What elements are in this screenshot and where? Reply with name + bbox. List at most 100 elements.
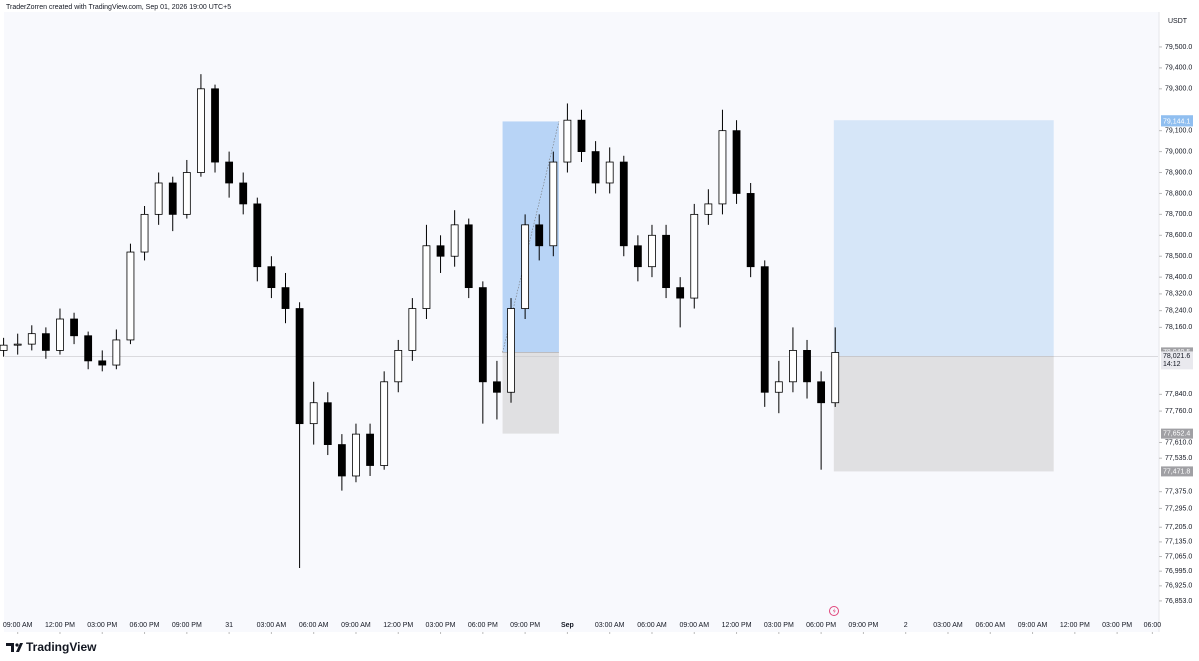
candle-body — [718, 130, 727, 205]
header: TraderZorren created with TradingView.co… — [6, 4, 231, 11]
candle-body — [478, 287, 487, 383]
candle-body — [831, 352, 840, 404]
candle-body — [676, 287, 685, 299]
candle-body — [746, 193, 755, 268]
y-tick-label: 76,853.0 — [1165, 598, 1192, 605]
x-tick-label: 2 — [904, 622, 908, 629]
target-zone — [833, 120, 1054, 357]
x-tick-label: 06:00 PM — [806, 622, 836, 629]
candle-body — [563, 119, 572, 163]
candle-body — [789, 350, 797, 383]
candle-body — [98, 360, 107, 366]
y-tick-label: 78,240.0 — [1165, 307, 1192, 314]
x-tick-label: 09:00 AM — [679, 622, 709, 629]
candle-body — [27, 333, 36, 345]
candle-body — [507, 308, 515, 393]
y-tick-label: 78,160.0 — [1165, 324, 1192, 331]
candle-body — [70, 318, 78, 337]
candle-body — [182, 172, 191, 215]
candle-body — [577, 119, 586, 152]
x-tick-label: 03:00 PM — [1102, 622, 1132, 629]
y-tick-label: 78,500.0 — [1165, 253, 1192, 260]
candle-body — [436, 245, 445, 257]
plot — [0, 74, 1158, 569]
y-tick-label: 77,535.0 — [1165, 455, 1192, 462]
lightning-icon — [829, 606, 839, 616]
candle-body — [521, 224, 530, 309]
x-tick-label: 09:00 PM — [510, 622, 540, 629]
x-tick-label: 03:00 AM — [257, 622, 287, 629]
y-tick-label: 78,320.0 — [1165, 291, 1192, 298]
price-label-box — [1161, 466, 1193, 477]
y-tick-label: 77,205.0 — [1165, 524, 1192, 531]
y-tick-label: 79,300.0 — [1165, 86, 1192, 93]
y-tick-label: 77,610.0 — [1165, 439, 1192, 446]
candle-body — [253, 203, 262, 268]
price-label: 77,652.4 — [1163, 430, 1190, 437]
candle-body — [690, 213, 699, 299]
candle-body — [394, 350, 403, 383]
candle-body — [309, 402, 318, 425]
y-tick-label: 79,100.0 — [1165, 128, 1192, 135]
candle-body — [140, 213, 149, 253]
candle-body — [450, 224, 459, 257]
y-tick-label: 78,900.0 — [1165, 169, 1192, 176]
candle-body — [281, 287, 290, 309]
x-tick-label: 12:00 PM — [722, 622, 752, 629]
y-tick-label: 78,700.0 — [1165, 211, 1192, 218]
brand: TradingView — [26, 640, 97, 654]
y-tick-label: 78,800.0 — [1165, 190, 1192, 197]
candle-body — [197, 88, 205, 173]
candle-body — [84, 335, 93, 362]
candle-body — [619, 161, 628, 247]
candle-body — [267, 266, 276, 289]
x-tick-label: 03:00 AM — [595, 622, 625, 629]
candle-body — [295, 308, 304, 425]
x-tick-label: 09:00 PM — [848, 622, 878, 629]
price-label: 79,144.1 — [1163, 118, 1190, 125]
candle-body — [464, 224, 473, 289]
x-tick-label: 06:00 AM — [637, 622, 667, 629]
y-tick-label: 77,760.0 — [1165, 408, 1192, 415]
x-tick-label: 03:00 PM — [87, 622, 117, 629]
candle-body — [803, 350, 811, 383]
candle-body — [662, 234, 670, 289]
x-tick-label: 12:00 PM — [45, 622, 75, 629]
x-tick-label: 06:00 AM — [299, 622, 329, 629]
y-tick-label: 79,500.0 — [1165, 44, 1192, 51]
candle-body — [168, 182, 177, 215]
candle-body — [605, 161, 614, 184]
price-label: 77,471.8 — [1163, 468, 1190, 475]
candle-body — [774, 381, 783, 393]
x-tick-label: 03:00 PM — [426, 622, 456, 629]
candle-body — [535, 224, 544, 247]
candle-body — [422, 245, 431, 309]
candle-body — [549, 161, 558, 247]
y-tick-label: 77,135.0 — [1165, 539, 1192, 546]
x-tick-label: 06:00 PM — [130, 622, 160, 629]
y-tick-label: 76,995.0 — [1165, 568, 1192, 575]
candle-body — [13, 343, 22, 346]
candle-body — [239, 182, 248, 205]
x-tick-label: 09:00 AM — [341, 622, 371, 629]
x-tick-label: 12:00 PM — [383, 622, 413, 629]
y-tick-label: 77,375.0 — [1165, 489, 1192, 496]
y-tick-label: 79,000.0 — [1165, 148, 1192, 155]
y-tick-label: 78,400.0 — [1165, 274, 1192, 281]
candle-body — [126, 251, 135, 341]
candle-body — [225, 161, 234, 184]
x-tick-label: 09:00 PM — [172, 622, 202, 629]
x-tick-label: 03:00 AM — [933, 622, 963, 629]
candle-body — [732, 130, 741, 194]
x-tick-label: 09:00 AM — [1018, 622, 1048, 629]
x-tick-label: 06:00 PM — [468, 622, 498, 629]
candle-body — [591, 151, 600, 184]
candle-body — [366, 433, 374, 466]
y-tick-label: 77,065.0 — [1165, 553, 1192, 560]
x-tick-label: 03:00 PM — [764, 622, 794, 629]
current-price-box — [1161, 351, 1193, 370]
y-tick-label: 77,840.0 — [1165, 391, 1192, 398]
candle-body — [408, 308, 417, 351]
